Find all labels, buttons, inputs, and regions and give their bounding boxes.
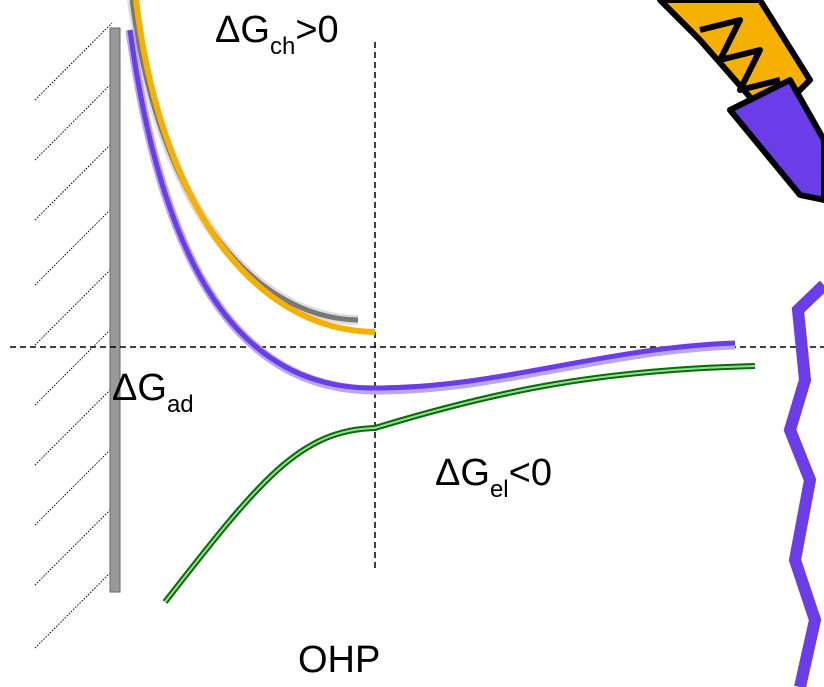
total-curve-shadow (130, 30, 735, 390)
diagram: ΔGch>0 ΔGad ΔGel<0 OHP (0, 0, 824, 687)
chemical-label: ΔGch>0 (215, 9, 339, 60)
hatching (35, 23, 112, 648)
symbol: ΔG (215, 9, 270, 51)
symbol: ΔG (112, 367, 167, 409)
relation: >0 (295, 9, 338, 51)
pencil (660, 0, 824, 200)
electrostatic-label: ΔGel<0 (435, 452, 552, 503)
squiggle (790, 285, 824, 687)
subscript: ad (167, 391, 194, 418)
wall (110, 28, 120, 592)
total-curve (130, 30, 735, 388)
subscript: el (490, 476, 509, 503)
adsorption-label: ΔGad (112, 367, 194, 418)
relation: <0 (509, 452, 552, 494)
subscript: ch (270, 33, 295, 60)
symbol: ΔG (435, 452, 490, 494)
plane-label: OHP (298, 639, 380, 681)
